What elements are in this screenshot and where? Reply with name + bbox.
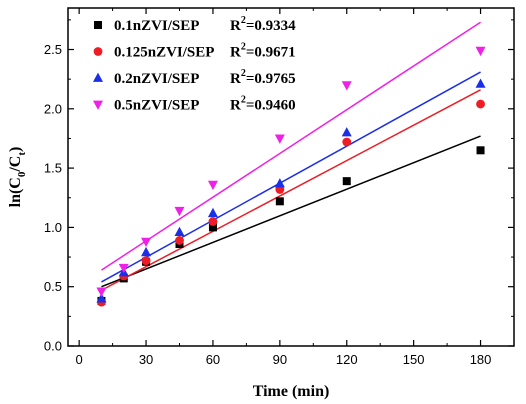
- data-point-series-4: [96, 287, 107, 297]
- legend-marker: [93, 72, 103, 82]
- fit-lines: [101, 21, 481, 291]
- x-tick-label: 180: [470, 352, 492, 367]
- legend-r2-label: R2=0.9671: [230, 42, 296, 61]
- data-point-series-4: [174, 206, 185, 217]
- data-point-series-2: [175, 236, 184, 245]
- y-tick-label: 0.0: [44, 339, 62, 354]
- legend-series-name: 0.1nZVI/SEP: [114, 18, 199, 34]
- data-point-series-3: [207, 207, 218, 218]
- data-point-series-1: [275, 197, 284, 206]
- y-tick-label: 1.0: [44, 220, 62, 235]
- fit-line-4: [101, 21, 481, 271]
- legend: 0.1nZVI/SEP R2=0.9334 0.125nZVI/SEP R2=0.96…: [93, 15, 296, 114]
- legend-r2-label: R2=0.9460: [230, 95, 296, 114]
- axis-ticks: 0 30 60 90 120 150 180 0.0 0.5 1.0 1.5 2.0 2.5: [44, 8, 514, 367]
- data-point-series-2: [208, 217, 218, 226]
- fit-line-2: [101, 89, 481, 291]
- data-point-series-2: [476, 99, 485, 109]
- x-tick-label: 120: [336, 352, 358, 367]
- data-point-series-4: [207, 180, 218, 191]
- legend-r2-label: R2=0.9765: [230, 68, 296, 87]
- y-tick-label: 2.0: [44, 101, 62, 116]
- legend-series-name: 0.5nZVI/SEP: [114, 98, 199, 114]
- fit-line-1: [101, 135, 481, 288]
- y-axis-title: ln(C0/Ct): [7, 147, 28, 208]
- data-point-series-1: [208, 223, 217, 232]
- plot-frame: [67, 7, 515, 347]
- x-tick-label: 30: [139, 352, 153, 367]
- data-point-series-3: [475, 78, 486, 88]
- y-tick-label: 1.5: [44, 161, 62, 176]
- data-point-series-4: [118, 263, 129, 274]
- y-tick-label: 0.5: [44, 279, 62, 294]
- data-points: [96, 46, 486, 307]
- x-tick-label: 90: [273, 352, 287, 367]
- x-axis-title: Time (min): [253, 383, 330, 400]
- legend-marker: [93, 47, 103, 56]
- data-point-series-3: [174, 226, 185, 237]
- data-point-series-2: [342, 137, 352, 147]
- x-tick-label: 150: [403, 352, 425, 367]
- data-point-series-1: [476, 146, 485, 155]
- legend-series-name: 0.2nZVI/SEP: [114, 71, 199, 87]
- data-point-series-1: [342, 177, 351, 186]
- data-point-series-2: [141, 256, 151, 266]
- plot-border: [67, 7, 515, 347]
- data-point-series-4: [141, 237, 152, 248]
- data-point-series-3: [274, 178, 285, 188]
- data-point-series-4: [274, 134, 285, 144]
- y-tick-label: 2.5: [44, 42, 62, 57]
- axis-titles: Time (min) ln(C0/Ct): [7, 147, 329, 400]
- x-tick-label: 60: [206, 352, 220, 367]
- legend-marker: [93, 100, 103, 110]
- data-point-series-4: [475, 46, 486, 57]
- legend-r2-label: R2=0.9334: [230, 15, 296, 34]
- legend-marker: [94, 21, 102, 29]
- data-point-series-3: [141, 246, 152, 257]
- data-point-series-3: [96, 293, 107, 303]
- data-point-series-4: [341, 81, 352, 91]
- x-tick-label: 0: [76, 352, 83, 367]
- legend-series-name: 0.125nZVI/SEP: [114, 45, 214, 61]
- data-point-series-3: [341, 127, 352, 137]
- fit-line-3: [101, 71, 481, 283]
